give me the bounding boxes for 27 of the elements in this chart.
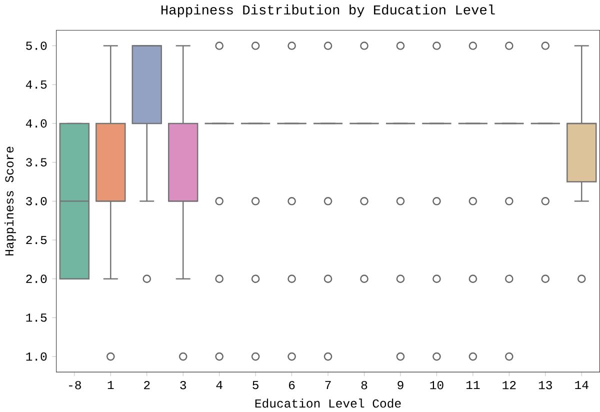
y-tick-label: 5.0 — [26, 41, 47, 50]
x-tick-label: 13 — [538, 380, 552, 390]
y-tick-label: 1.5 — [26, 313, 47, 322]
x-tick-label: 8 — [361, 380, 368, 390]
y-tick-label: 4.5 — [26, 80, 47, 89]
x-tick-label: 9 — [398, 380, 404, 390]
chart-title: Happiness Distribution by Education Level — [161, 4, 495, 18]
y-tick-label: 2.5 — [26, 236, 47, 244]
x-axis-title: Education Level Code — [255, 398, 401, 408]
x-tick-label: 7 — [325, 380, 331, 389]
x-tick-label: 14 — [575, 380, 588, 389]
y-axis-title: Happiness Score — [4, 146, 16, 256]
y-tick-label: 3.0 — [26, 196, 47, 206]
x-tick-label: 3 — [180, 380, 186, 390]
x-tick-label: 4 — [216, 380, 222, 389]
x-tick-label: 11 — [466, 380, 480, 389]
y-tick-label: 1.0 — [26, 352, 47, 361]
y-tick-label: 3.5 — [26, 158, 47, 166]
y-tick-label: 4.0 — [26, 119, 47, 128]
x-tick-label: 2 — [144, 380, 150, 390]
y-tick-label: 2.0 — [26, 274, 47, 283]
x-tick-label: 5 — [252, 380, 258, 390]
x-tick-label: 12 — [502, 380, 516, 390]
x-tick-label: 10 — [430, 380, 444, 390]
x-tick-label: 6 — [289, 380, 295, 390]
x-tick-label: -8 — [69, 380, 81, 390]
x-tick-label: 1 — [108, 380, 114, 389]
